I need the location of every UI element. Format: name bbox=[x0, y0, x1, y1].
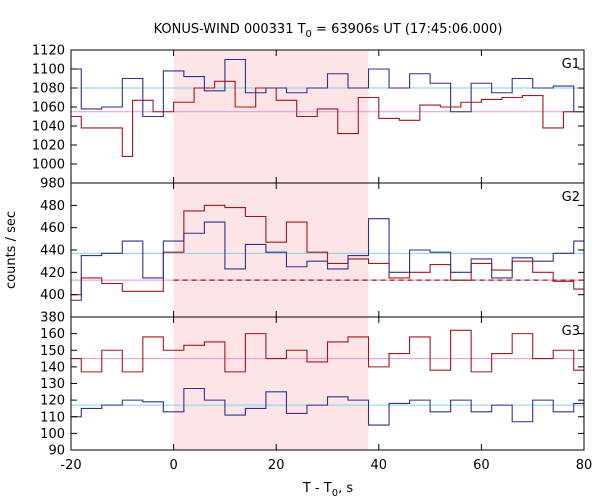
x-tick-label: 20 bbox=[268, 458, 285, 473]
g3-y-tick-label: 100 bbox=[40, 427, 65, 442]
g2-y-tick-label: 400 bbox=[40, 288, 65, 303]
g3-panel-label: G3 bbox=[562, 324, 580, 339]
g2-shaded-interval bbox=[173, 183, 369, 317]
g2-panel-label: G2 bbox=[562, 190, 580, 205]
g3-y-tick-label: 90 bbox=[48, 444, 65, 459]
shaded-intervals bbox=[173, 50, 369, 450]
data-series bbox=[71, 58, 584, 434]
x-tick-label: 80 bbox=[576, 458, 593, 473]
x-tick-label: 0 bbox=[169, 458, 177, 473]
g2-blue-series bbox=[71, 218, 584, 301]
g2-y-tick-label: 380 bbox=[40, 311, 65, 326]
g3-shaded-interval bbox=[173, 317, 369, 450]
g1-panel-label: G1 bbox=[562, 57, 580, 72]
g3-y-tick-label: 160 bbox=[40, 327, 65, 342]
g1-y-tick-label: 1020 bbox=[32, 139, 65, 154]
g2-y-tick-label: 440 bbox=[40, 244, 65, 259]
x-tick-label: -20 bbox=[60, 458, 81, 473]
g1-y-tick-label: 980 bbox=[40, 177, 65, 192]
g1-y-tick-label: 1120 bbox=[32, 44, 65, 59]
g1-y-tick-label: 1100 bbox=[32, 63, 65, 78]
x-tick-label: 60 bbox=[473, 458, 490, 473]
y-axis-label: counts / sec bbox=[4, 211, 19, 289]
x-axis-ticks: -20 0 20 40 60 80 bbox=[60, 50, 592, 473]
y-axis-ticks: 980 1000 1020 1040 1060 1080 1100 1120 380 400 420… bbox=[32, 44, 584, 459]
g1-blue-series bbox=[71, 58, 584, 118]
g3-y-tick-label: 110 bbox=[40, 410, 65, 425]
chart-title: KONUS-WIND 000331 T0 = 63906s UT (17:45:… bbox=[154, 22, 503, 40]
g3-red-series bbox=[71, 329, 584, 373]
g2-y-tick-label: 480 bbox=[40, 199, 65, 214]
g3-y-tick-label: 130 bbox=[40, 377, 65, 392]
x-tick-label: 40 bbox=[371, 458, 388, 473]
g1-red-series bbox=[71, 80, 584, 157]
g1-y-tick-label: 1000 bbox=[32, 158, 65, 173]
g1-y-tick-label: 1040 bbox=[32, 120, 65, 135]
g1-y-tick-label: 1080 bbox=[32, 82, 65, 97]
g3-blue-series bbox=[71, 387, 584, 434]
g1-y-tick-label: 1060 bbox=[32, 101, 65, 116]
g2-y-tick-label: 420 bbox=[40, 266, 65, 281]
g2-y-tick-label: 460 bbox=[40, 221, 65, 236]
g3-y-tick-label: 150 bbox=[40, 344, 65, 359]
x-axis-label: T - T0, s bbox=[302, 481, 353, 499]
g1-shaded-interval bbox=[173, 50, 369, 183]
g3-y-tick-label: 140 bbox=[40, 360, 65, 375]
g3-y-tick-label: 120 bbox=[40, 394, 65, 409]
panel-labels: G1 G2 G3 bbox=[562, 57, 580, 339]
